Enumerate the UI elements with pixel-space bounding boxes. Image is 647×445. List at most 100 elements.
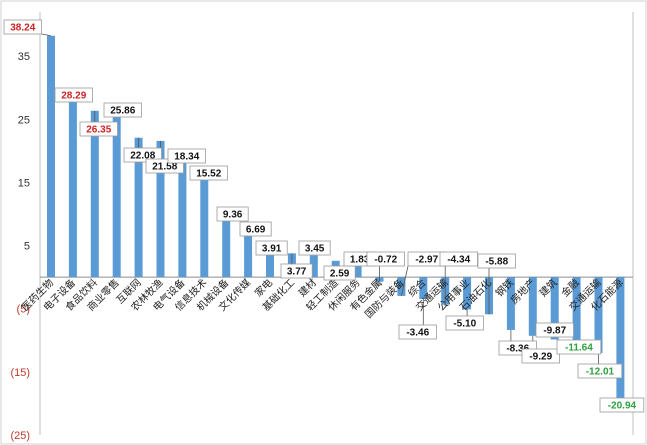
data-label-box bbox=[398, 324, 437, 340]
y-tick-label: 35 bbox=[18, 51, 30, 63]
data-label-box bbox=[477, 253, 516, 269]
data-label-text: 18.34 bbox=[174, 152, 199, 163]
bar bbox=[419, 277, 428, 300]
data-label: 26.35 bbox=[79, 121, 118, 137]
bar bbox=[594, 277, 603, 353]
data-label: 2.59 bbox=[323, 265, 356, 281]
data-label-text: -12.01 bbox=[586, 367, 615, 378]
bar bbox=[397, 277, 406, 296]
bar bbox=[68, 98, 77, 278]
data-label-text: -9.87 bbox=[543, 326, 566, 337]
data-label: -5.10 bbox=[445, 315, 484, 331]
data-label: -9.87 bbox=[535, 322, 574, 338]
data-label-box bbox=[298, 240, 331, 256]
bar bbox=[463, 277, 472, 310]
bar bbox=[506, 277, 515, 330]
data-label: 38.24 bbox=[3, 19, 42, 35]
data-label-text: 2.59 bbox=[330, 269, 350, 280]
data-label-text: 3.91 bbox=[262, 244, 282, 255]
data-label: 3.45 bbox=[298, 240, 331, 256]
data-label-text: -11.64 bbox=[565, 343, 593, 354]
data-label-box bbox=[439, 251, 478, 267]
data-label: 9.36 bbox=[216, 206, 249, 222]
data-label-box bbox=[3, 19, 42, 35]
data-label-box bbox=[167, 148, 206, 164]
data-label-box bbox=[189, 165, 228, 181]
data-label: -8.36 bbox=[498, 340, 537, 356]
data-label: 3.77 bbox=[280, 263, 313, 279]
data-label-text: -5.10 bbox=[453, 319, 476, 330]
data-label-box bbox=[79, 121, 118, 137]
data-label-box bbox=[239, 221, 272, 237]
bar bbox=[47, 35, 55, 278]
data-label: 15.52 bbox=[189, 165, 228, 181]
bar bbox=[244, 234, 253, 278]
data-label: -11.64 bbox=[556, 339, 602, 355]
bar bbox=[90, 110, 99, 278]
label-leader-line bbox=[41, 33, 52, 37]
data-label-box bbox=[323, 265, 356, 281]
data-label: -4.34 bbox=[439, 251, 478, 267]
bar bbox=[309, 255, 318, 278]
bar bbox=[550, 277, 559, 340]
bar bbox=[266, 252, 274, 278]
data-label-box bbox=[535, 322, 574, 338]
bar bbox=[572, 277, 581, 351]
data-label-box bbox=[216, 206, 249, 222]
data-label-text: -5.88 bbox=[485, 257, 508, 268]
data-label-text: 9.36 bbox=[223, 210, 243, 221]
data-label: -3.46 bbox=[398, 324, 437, 340]
data-label: -12.01 bbox=[577, 363, 623, 379]
data-label-box bbox=[556, 339, 602, 355]
y-axis: 35 25 15 5 (5) (15) (25) bbox=[10, 51, 30, 442]
data-label-text: 38.24 bbox=[10, 23, 35, 34]
data-label: 25.86 bbox=[103, 102, 142, 118]
data-label: 6.69 bbox=[239, 221, 272, 237]
data-label-box bbox=[599, 397, 645, 413]
data-label-text: 25.86 bbox=[110, 106, 135, 117]
data-label-text: 22.08 bbox=[130, 151, 155, 162]
data-label: 28.29 bbox=[54, 87, 93, 103]
y-tick-label: (15) bbox=[10, 367, 30, 379]
bar bbox=[112, 113, 121, 278]
data-label-text: 1.83 bbox=[350, 255, 370, 266]
data-label-box bbox=[366, 251, 405, 267]
data-label-box bbox=[103, 102, 142, 118]
data-label: 18.34 bbox=[167, 148, 206, 164]
bar bbox=[156, 140, 165, 278]
data-label-box bbox=[521, 348, 560, 364]
data-label-box bbox=[123, 147, 162, 163]
bar bbox=[353, 265, 362, 278]
data-label-text: 26.35 bbox=[86, 125, 111, 136]
bar bbox=[134, 137, 143, 278]
data-label-text: -4.34 bbox=[447, 255, 470, 266]
y-tick-label: 15 bbox=[18, 177, 30, 189]
data-label: -9.29 bbox=[521, 348, 560, 364]
data-label-text: -9.29 bbox=[529, 352, 552, 363]
data-label: -5.88 bbox=[477, 253, 516, 269]
data-label-box bbox=[445, 315, 484, 331]
data-label-text: 21.58 bbox=[152, 162, 177, 173]
data-label-text: -8.36 bbox=[506, 344, 529, 355]
data-label-text: 28.29 bbox=[61, 91, 86, 102]
data-label-text: 15.52 bbox=[196, 169, 221, 180]
data-label-box bbox=[255, 240, 288, 256]
data-label-text: 3.45 bbox=[305, 244, 325, 255]
data-label: -0.72 bbox=[366, 251, 405, 267]
y-tick-label: (5) bbox=[17, 304, 30, 316]
data-label-text: 6.69 bbox=[246, 225, 266, 236]
data-label-box bbox=[54, 87, 93, 103]
bar bbox=[616, 277, 625, 410]
data-label: 22.08 bbox=[123, 147, 162, 163]
data-label-text: -2.97 bbox=[415, 255, 438, 266]
y-tick-label: 5 bbox=[24, 241, 30, 253]
y-tick-label: (25) bbox=[10, 430, 30, 442]
bar bbox=[528, 277, 537, 336]
data-label-text: -0.72 bbox=[374, 255, 397, 266]
bar bbox=[178, 161, 187, 278]
bar bbox=[200, 179, 209, 278]
